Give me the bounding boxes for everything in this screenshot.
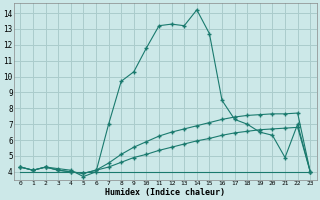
X-axis label: Humidex (Indice chaleur): Humidex (Indice chaleur): [105, 188, 225, 197]
